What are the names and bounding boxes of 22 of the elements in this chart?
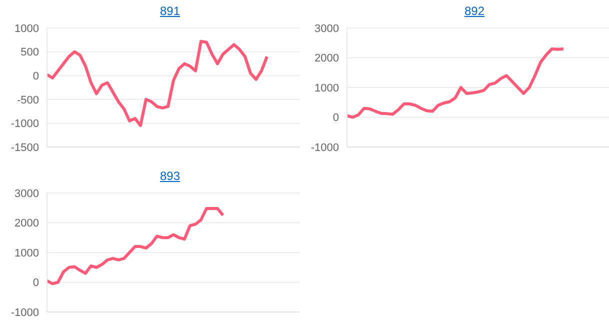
chart-title: 892 [463, 4, 486, 18]
y-tick-label: 1000 [14, 247, 39, 260]
chart-title: 891 [158, 4, 182, 18]
y-tick-label: -1500 [10, 142, 39, 154]
y-tick-label: 3000 [314, 22, 339, 35]
y-tick-label: 0 [332, 112, 339, 124]
chart-title: 893 [158, 169, 182, 183]
y-tick-label: 2000 [14, 218, 39, 230]
y-tick-label: -500 [16, 94, 39, 106]
y-tick-label: 3000 [14, 188, 39, 200]
y-tick-label: 0 [32, 277, 39, 290]
y-tick-label: -1000 [10, 118, 39, 130]
y-tick-label: 1000 [314, 82, 339, 94]
line-series [46, 206, 224, 286]
y-tick-label: 0 [32, 70, 39, 83]
y-tick-label: -1000 [10, 306, 39, 319]
y-tick-label: -1000 [310, 142, 339, 154]
y-tick-label: 1000 [14, 22, 39, 35]
line-series [46, 40, 268, 128]
line-series [346, 47, 565, 119]
y-tick-label: 500 [20, 46, 39, 59]
y-tick-label: 2000 [314, 52, 339, 65]
